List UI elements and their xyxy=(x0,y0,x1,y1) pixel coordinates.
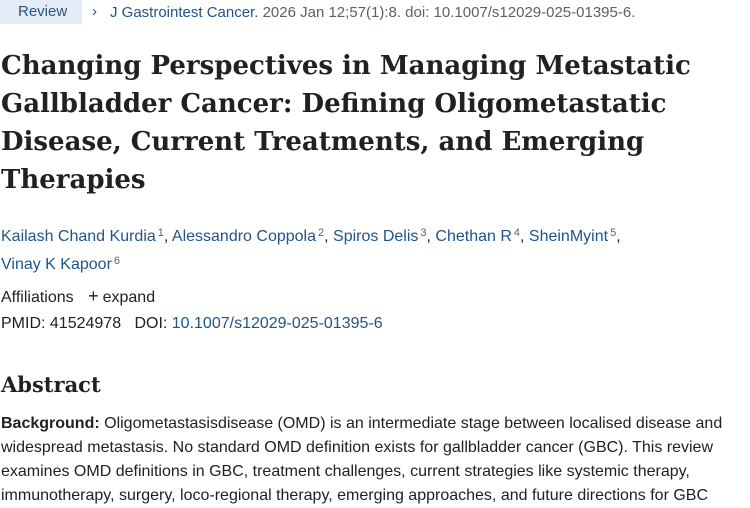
journal-link[interactable]: J Gastrointest Cancer. xyxy=(110,4,259,21)
doi-link[interactable]: 10.1007/s12029-025-01395-6 xyxy=(171,315,383,332)
abstract-text: Background: Oligometastasisdisease (OMD)… xyxy=(1,412,746,508)
article-title: Changing Perspectives in Managing Metast… xyxy=(1,51,691,195)
author-link[interactable]: SheinMyint xyxy=(528,228,609,245)
expand-affiliations-button[interactable]: + expand xyxy=(88,286,156,306)
affiliation-ref[interactable]: 4 xyxy=(513,227,521,239)
doi-label: DOI: xyxy=(134,315,168,332)
article-type-badge[interactable]: Review xyxy=(0,0,82,24)
abstract-heading: Abstract xyxy=(1,372,101,397)
author-link[interactable]: Chethan R xyxy=(435,228,512,245)
author-link[interactable]: Kailash Chand Kurdia xyxy=(1,228,156,245)
author-link[interactable]: Spiros Delis xyxy=(333,228,419,245)
pmid-label: PMID: xyxy=(1,315,46,332)
affiliation-ref[interactable]: 5 xyxy=(610,227,617,239)
citation-details: 2026 Jan 12;57(1):8. doi: 10.1007/s12029… xyxy=(258,4,636,21)
affiliation-ref[interactable]: 6 xyxy=(113,255,121,267)
background-text: Oligometastasisdisease (OMD) is an inter… xyxy=(1,415,723,504)
chevron-right-icon[interactable]: › xyxy=(92,3,97,20)
author-list: Kailash Chand Kurdia 1, Alessandro Coppol… xyxy=(1,227,621,273)
citation-line: J Gastrointest Cancer. 2026 Jan 12;57(1)… xyxy=(110,4,635,22)
identifiers-row: PMID: 41524978 DOI: 10.1007/s12029-025-0… xyxy=(1,314,383,334)
pmid-value: 41524978 xyxy=(49,315,122,332)
background-label: Background: xyxy=(1,415,100,432)
affiliation-ref[interactable]: 2 xyxy=(318,227,325,239)
affiliations-label: Affiliations xyxy=(1,289,74,306)
citation-bar: Review › J Gastrointest Cancer. 2026 Jan… xyxy=(0,0,750,26)
affiliations-row: Affiliations + expand xyxy=(1,286,155,308)
author-link[interactable]: Alessandro Coppola xyxy=(171,228,316,245)
plus-icon: + xyxy=(88,286,99,306)
affiliation-ref[interactable]: 3 xyxy=(420,227,427,239)
affiliation-ref[interactable]: 1 xyxy=(157,227,164,239)
author-link[interactable]: Vinay K Kapoor xyxy=(1,256,112,273)
